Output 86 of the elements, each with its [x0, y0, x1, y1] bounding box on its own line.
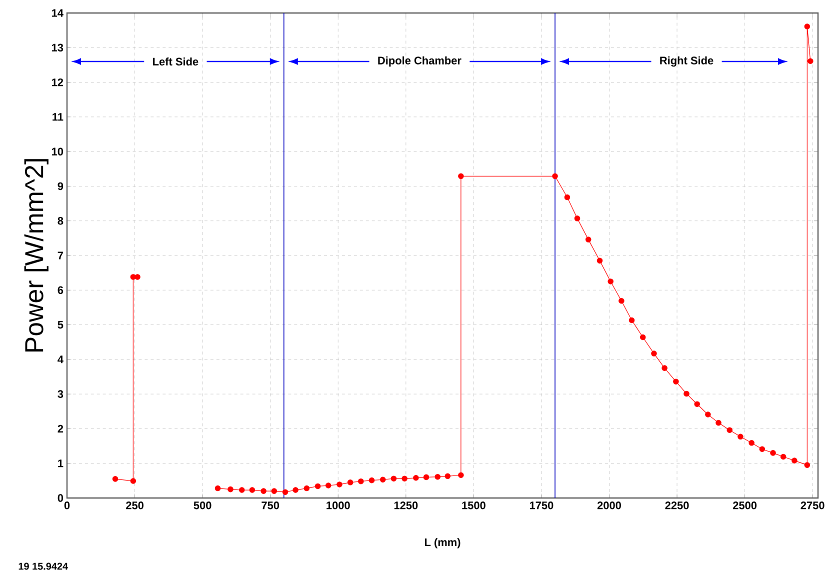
y-tick-label: 4 [58, 356, 64, 364]
point [651, 350, 657, 356]
x-tick-label: 750 [262, 502, 280, 510]
x-axis-title: L (mm) [424, 538, 460, 548]
point [458, 472, 464, 478]
y-tick-label: 7 [58, 252, 64, 260]
point [325, 482, 332, 488]
point [564, 194, 570, 200]
point [770, 450, 776, 456]
point [368, 477, 375, 484]
y-tick-label: 13 [52, 44, 64, 52]
point [358, 478, 364, 484]
point [304, 485, 310, 492]
x-tick-label: 250 [126, 502, 144, 510]
point [596, 258, 603, 264]
y-tick-label: 5 [58, 320, 64, 329]
point [662, 365, 668, 371]
point [628, 317, 635, 324]
x-tick-label: 2500 [732, 502, 757, 510]
y-tick-label: 12 [52, 78, 64, 86]
y-tick-label: 2 [58, 424, 64, 433]
y-tick-label: 6 [58, 286, 64, 294]
y-tick-label: 9 [58, 182, 64, 190]
point [759, 446, 766, 452]
point [336, 482, 342, 488]
y-axis-title: Power [W/mm^2] [24, 159, 48, 352]
y-tick-label: 11 [52, 113, 64, 121]
x-tick-label: 2000 [597, 502, 621, 510]
x-tick-label: 1000 [326, 502, 350, 510]
point [574, 216, 580, 222]
x-tick-label: 1250 [394, 502, 418, 510]
point [716, 420, 722, 426]
point [444, 473, 451, 480]
annotation: Left Side [153, 57, 198, 66]
point [228, 486, 234, 492]
x-tick-label: 0 [64, 502, 70, 510]
point [694, 401, 700, 407]
point [292, 487, 298, 493]
point [804, 462, 810, 468]
x-tick-label: 2750 [800, 502, 824, 510]
point [608, 278, 614, 284]
point [402, 476, 408, 482]
point [130, 478, 136, 484]
y-tick-label: 1 [58, 460, 64, 468]
point [282, 489, 288, 495]
point [390, 476, 397, 482]
point [640, 334, 646, 340]
point [423, 474, 430, 480]
point [780, 454, 786, 460]
point [214, 485, 221, 492]
point [134, 274, 140, 280]
annotation: Dipole Chamber [378, 56, 462, 67]
point [808, 58, 814, 64]
point [314, 483, 321, 490]
y-tick-label: 8 [58, 216, 64, 225]
text: 19 15.9424 [18, 562, 68, 570]
point [347, 480, 354, 486]
point [804, 24, 810, 30]
point [748, 440, 754, 446]
point [792, 458, 798, 464]
x-tick-label: 2250 [665, 502, 689, 510]
point [434, 474, 441, 480]
point [238, 487, 245, 493]
point [458, 173, 464, 180]
point [260, 488, 266, 494]
point [705, 412, 711, 418]
point [673, 378, 679, 384]
point [112, 476, 118, 482]
point [249, 487, 256, 493]
y-tick-label: 0 [58, 494, 64, 502]
point [380, 476, 386, 483]
point [413, 475, 419, 481]
point [585, 236, 592, 242]
x-tick-label: 500 [194, 502, 212, 510]
point [684, 390, 690, 397]
annotation: Right Side [660, 56, 714, 67]
y-tick-label: 3 [58, 390, 64, 398]
point [726, 427, 733, 433]
x-tick-label: 1500 [462, 502, 486, 510]
point [271, 488, 278, 494]
point [738, 434, 744, 440]
point [552, 173, 558, 180]
x-tick-label: 1750 [530, 502, 554, 510]
point [618, 298, 624, 304]
y-tick-label: 10 [52, 148, 64, 156]
y-tick-label: 14 [52, 9, 64, 17]
